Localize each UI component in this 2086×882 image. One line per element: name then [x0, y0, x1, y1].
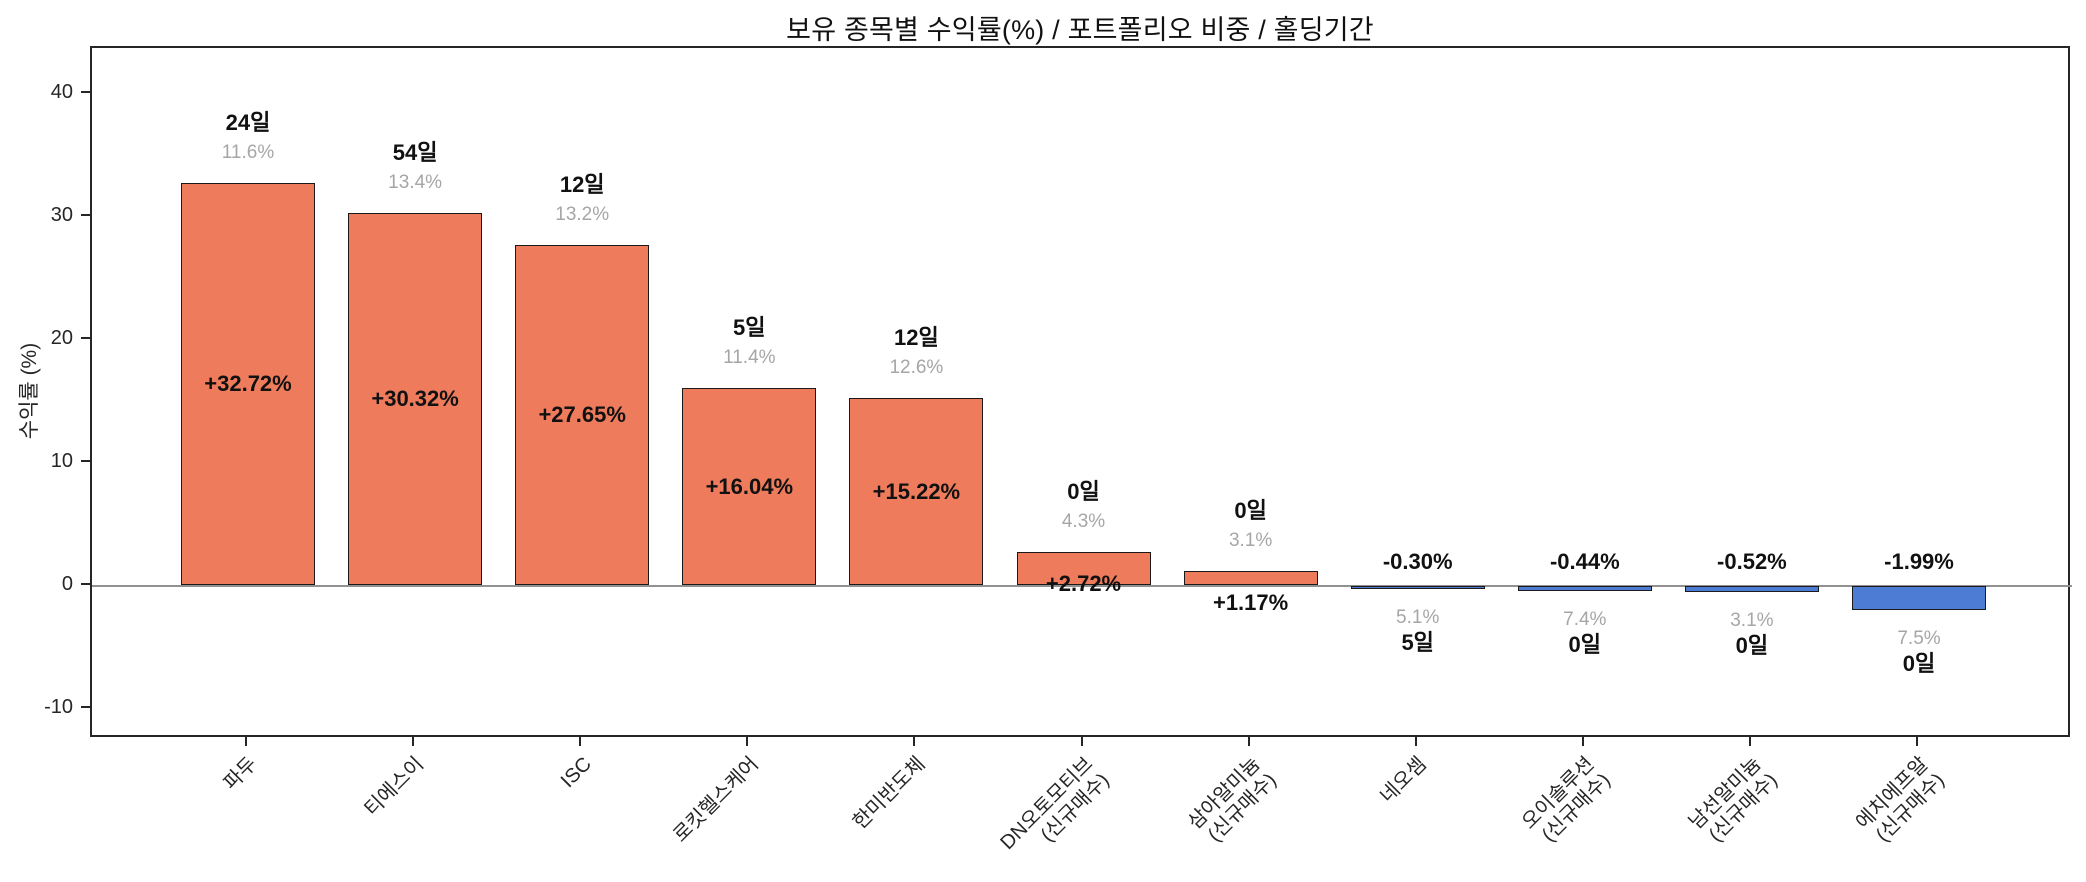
y-axis: 수익률 (%) — [0, 46, 56, 737]
x-tick-mark — [245, 737, 247, 746]
bar-negative — [1684, 585, 1819, 592]
return-label: +1.17% — [1212, 590, 1289, 616]
portfolio-weight-label: 13.2% — [555, 204, 610, 226]
chart-title: 보유 종목별 수익률(%) / 포트폴리오 비중 / 홀딩기간 — [786, 15, 1374, 45]
y-tick-label: -10 — [44, 695, 73, 718]
bar-positive — [1183, 571, 1318, 586]
y-tick-label: 20 — [50, 326, 73, 349]
bar-positive — [849, 398, 984, 586]
holding-days-label: 0일 — [1234, 498, 1267, 524]
y-tick-mark — [81, 90, 90, 93]
y-tick-label: 10 — [50, 449, 73, 472]
x-tick-mark — [913, 737, 916, 746]
x-tick-label: 티에스이 — [361, 753, 429, 821]
portfolio-weight-label: 7.4% — [1563, 608, 1607, 630]
zero-line — [92, 584, 2072, 587]
x-tick-label: 삼아알미늄 (신규매수) — [1183, 753, 1281, 847]
x-tick-label: 남선알미늄 (신규매수) — [1684, 753, 1782, 847]
return-label: -0.44% — [1549, 548, 1620, 574]
return-label: -0.52% — [1717, 548, 1787, 574]
portfolio-weight-label: 12.6% — [889, 357, 944, 379]
y-axis-label: 수익률 (%) — [18, 342, 41, 440]
y-tick-mark — [81, 582, 90, 585]
holding-days-label: 0일 — [1735, 632, 1769, 658]
y-tick-label: 30 — [50, 203, 73, 226]
holding-days-label: 5일 — [733, 315, 766, 341]
return-label: +27.65% — [538, 402, 626, 428]
portfolio-weight-label: 3.1% — [1730, 609, 1774, 631]
portfolio-weight-label: 11.6% — [221, 142, 275, 164]
x-tick-mark — [746, 737, 749, 746]
x-tick-label: ISC — [556, 753, 596, 793]
x-tick-mark — [579, 737, 582, 746]
return-label: +32.72% — [204, 371, 292, 397]
holding-days-label: 5일 — [1401, 630, 1434, 656]
portfolio-weight-label: 13.4% — [388, 171, 443, 193]
plot-area: 24일 11.6% +32.72% 54일 13.4% +30.32% 12일 13.2% +2… — [90, 46, 2072, 737]
bar-positive — [515, 245, 650, 586]
portfolio-weight-label: 7.5% — [1897, 627, 1941, 649]
bar-positive — [348, 212, 483, 586]
bar-negative — [1517, 585, 1652, 591]
portfolio-weight-label: 5.1% — [1396, 607, 1440, 629]
bar-negative — [1852, 585, 1986, 610]
return-label: +15.22% — [872, 478, 961, 504]
x-tick-label: 오이솔루션 (신규매수) — [1517, 753, 1615, 847]
y-tick-mark — [81, 336, 90, 339]
x-tick-mark — [1581, 737, 1584, 746]
return-label: +2.72% — [1045, 571, 1122, 597]
bar-negative — [1350, 585, 1485, 590]
x-tick-mark — [412, 737, 415, 746]
x-tick-label: 로킷헬스케어 — [669, 753, 763, 847]
y-tick-label: 0 — [61, 572, 73, 595]
x-tick-label: DN오토모티브 (신규매수) — [996, 753, 1114, 855]
x-tick-mark — [1916, 737, 1918, 746]
portfolio-weight-label: 4.3% — [1061, 511, 1106, 533]
portfolio-weight-label: 3.1% — [1228, 530, 1273, 552]
holding-days-label: 0일 — [1902, 650, 1936, 676]
return-label: -1.99% — [1884, 548, 1954, 574]
x-tick-mark — [1247, 737, 1250, 746]
bar-positive — [1016, 552, 1151, 586]
x-tick-label: 파두 — [219, 753, 262, 795]
x-tick-mark — [1748, 737, 1751, 746]
bar-positive — [682, 388, 817, 586]
return-label: +30.32% — [371, 386, 459, 412]
y-tick-mark — [81, 705, 90, 708]
holding-days-label: 12일 — [894, 325, 939, 351]
x-tick-mark — [1080, 737, 1083, 746]
x-tick-mark — [1414, 737, 1417, 746]
holding-days-label: 0일 — [1067, 479, 1100, 505]
holding-days-label: 54일 — [392, 139, 438, 165]
x-tick-label: 한미반도체 — [849, 753, 930, 834]
x-tick-label: 네오셈 — [1376, 753, 1432, 808]
return-label: -0.30% — [1382, 548, 1453, 574]
return-label: +16.04% — [705, 473, 794, 499]
holding-days-label: 0일 — [1568, 631, 1602, 657]
portfolio-weight-label: 11.4% — [723, 347, 776, 369]
holding-days-label: 12일 — [559, 172, 605, 198]
bar-positive — [181, 183, 315, 586]
y-tick-mark — [81, 213, 90, 216]
y-tick-mark — [81, 459, 90, 462]
x-tick-label: 에치에프알 (신규매수) — [1851, 753, 1949, 847]
y-tick-label: 40 — [50, 80, 73, 103]
holding-days-label: 24일 — [225, 110, 271, 136]
